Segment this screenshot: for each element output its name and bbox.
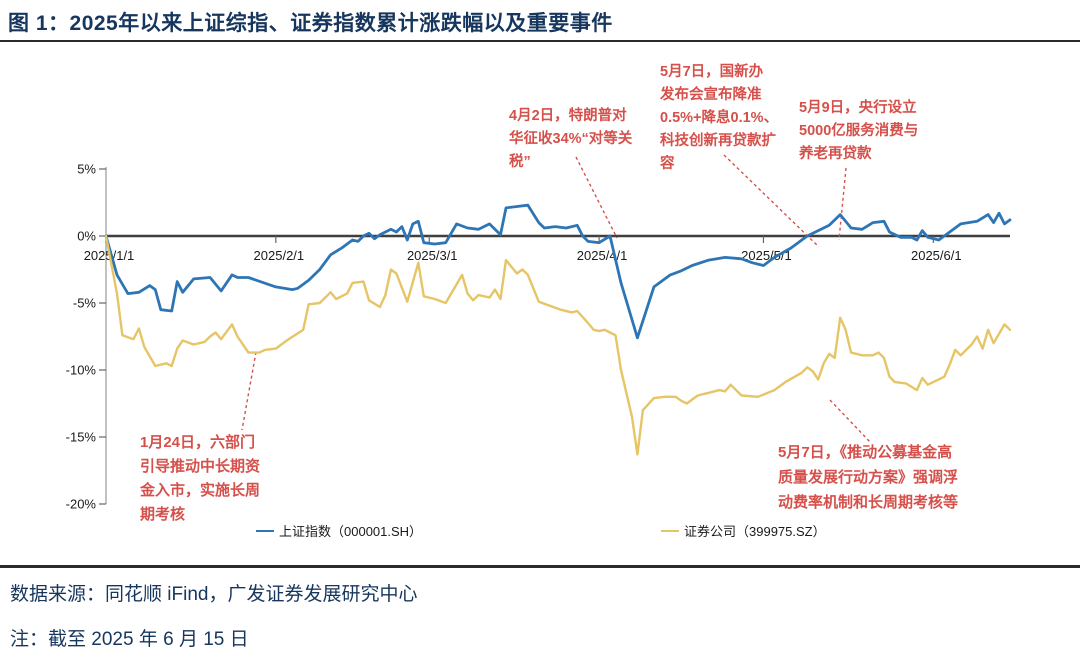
legend-line-sse-icon — [256, 529, 274, 532]
legend-label-sse: 上证指数（000001.SH） — [279, 524, 423, 539]
svg-text:2025/6/1: 2025/6/1 — [911, 248, 962, 263]
svg-text:5%: 5% — [77, 162, 96, 177]
svg-text:2025/2/1: 2025/2/1 — [254, 248, 305, 263]
svg-text:-20%: -20% — [66, 497, 97, 512]
footer-divider — [0, 565, 1080, 568]
annotation-may7-fund-plan-event: 5月7日，《推动公募基金高 质量发展行动方案》强调浮 动费率机制和长周期考核等 — [778, 444, 959, 511]
annotation-apr2-tariff-event: 4月2日，特朗普对 华征收34%“对等关 税” — [509, 108, 633, 170]
svg-text:0%: 0% — [77, 229, 96, 244]
annotation-may7-rrr-cut-event: 5月7日，国新办 发布会宣布降准 0.5%+降息0.1%、 科技创新再贷款扩 容 — [660, 64, 779, 172]
figure-title: 图 1：2025年以来上证综指、证券指数累计涨跌幅以及重要事件 — [8, 12, 613, 35]
legend-line-broker-icon — [661, 529, 679, 532]
svg-text:-5%: -5% — [73, 296, 97, 311]
legend-label-broker: 证券公司（399975.SZ） — [684, 524, 826, 539]
legend-item-broker: 证券公司（399975.SZ） — [661, 521, 826, 540]
svg-text:-15%: -15% — [66, 430, 97, 445]
svg-text:2025/3/1: 2025/3/1 — [407, 248, 458, 263]
legend-item-sse: 上证指数（000001.SH） — [256, 521, 422, 540]
svg-text:-10%: -10% — [66, 363, 97, 378]
annotation-jan24-event: 1月24日，六部门 引导推动中长期资 金入市，实施长周 期考核 — [140, 434, 261, 523]
annotation-may9-pboc-event: 5月9日，央行设立 5000亿服务消费与 养老再贷款 — [799, 100, 919, 162]
data-source-text: 数据来源：同花顺 iFind，广发证券发展研究中心 — [10, 584, 418, 605]
title-divider — [0, 40, 1080, 42]
svg-text:2025/5/1: 2025/5/1 — [741, 248, 792, 263]
svg-text:2025/4/1: 2025/4/1 — [577, 248, 628, 263]
footer-note-text: 注：截至 2025 年 6 月 15 日 — [10, 629, 249, 650]
